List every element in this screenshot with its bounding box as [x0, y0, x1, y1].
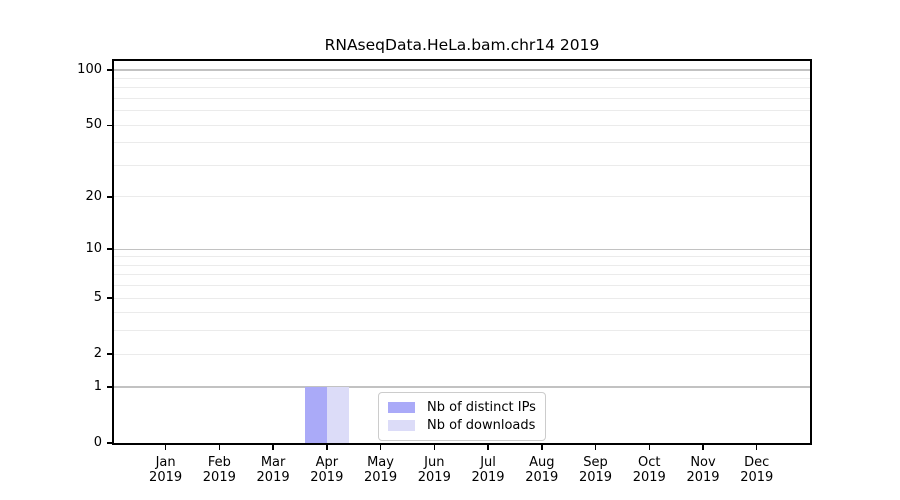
x-tick-month: Sep [583, 455, 608, 470]
x-tick-month: Mar [260, 455, 286, 470]
y-tick-label: 10 [85, 241, 102, 257]
x-tick-year: 2019 [202, 470, 236, 485]
y-tick-label: 5 [93, 290, 102, 306]
minor-gridline [114, 77, 810, 79]
minor-gridline [114, 196, 810, 198]
minor-gridline [114, 124, 810, 126]
x-tick-year: 2019 [417, 470, 451, 485]
y-tick-mark [107, 442, 112, 444]
x-tick-label: May 2019 [349, 455, 413, 485]
x-tick-label: Oct 2019 [617, 455, 681, 485]
y-tick-label: 0 [93, 435, 102, 450]
minor-gridline [114, 330, 810, 332]
y-tick-label: 100 [77, 62, 102, 78]
legend: Nb of distinct IPs Nb of downloads [378, 392, 546, 441]
major-gridline [114, 248, 810, 250]
legend-entry-downloads: Nb of downloads [388, 417, 536, 434]
x-tick-label: Sep 2019 [564, 455, 628, 485]
legend-label-distinct-ips: Nb of distinct IPs [427, 400, 536, 415]
minor-gridline [114, 353, 810, 355]
x-tick-mark [326, 445, 328, 450]
x-tick-label: Apr 2019 [295, 455, 359, 485]
y-tick-mark [107, 196, 112, 198]
minor-gridline [114, 285, 810, 287]
x-tick-month: Oct [638, 455, 661, 470]
bar-nb-of-downloads [326, 386, 349, 443]
legend-swatch-downloads-icon [388, 420, 415, 431]
y-tick-label: 1 [93, 378, 102, 394]
major-gridline [114, 69, 810, 71]
x-tick-month: Apr [315, 455, 339, 470]
y-tick-mark [107, 297, 112, 299]
minor-gridline [114, 98, 810, 100]
x-tick-month: Dec [744, 455, 770, 470]
x-tick-mark [433, 445, 436, 450]
x-tick-year: 2019 [256, 470, 290, 485]
x-tick-month: Jul [480, 455, 496, 470]
x-tick-mark [594, 445, 597, 450]
x-tick-mark [164, 445, 167, 450]
minor-gridline [114, 110, 810, 112]
x-tick-mark [755, 445, 758, 450]
y-tick-mark [107, 248, 112, 250]
legend-entry-distinct-ips: Nb of distinct IPs [388, 399, 536, 416]
x-tick-month: Jun [424, 455, 445, 470]
x-tick-year: 2019 [525, 470, 559, 485]
x-tick-label: Jan 2019 [134, 455, 198, 485]
x-tick-label: Nov 2019 [671, 455, 735, 485]
x-tick-year: 2019 [578, 470, 613, 485]
minor-gridline [114, 142, 810, 144]
x-tick-year: 2019 [471, 470, 505, 485]
y-tick-mark [107, 386, 112, 388]
x-tick-month: Feb [207, 455, 231, 470]
minor-gridline [114, 87, 810, 89]
legend-swatch-distinct-ips-icon [388, 402, 415, 413]
x-tick-year: 2019 [364, 470, 398, 485]
y-tick-mark [107, 69, 112, 71]
y-tick-label: 2 [93, 346, 102, 362]
x-tick-year: 2019 [632, 470, 666, 485]
x-tick-label: Jun 2019 [402, 455, 466, 485]
minor-gridline [114, 312, 810, 314]
x-tick-label: Mar 2019 [241, 455, 305, 485]
x-tick-label: Aug 2019 [510, 455, 574, 485]
x-tick-label: Dec 2019 [725, 455, 789, 485]
minor-gridline [114, 256, 810, 258]
x-tick-mark [272, 445, 274, 450]
minor-gridline [114, 165, 810, 166]
minor-gridline [114, 274, 810, 276]
y-tick-mark [107, 353, 112, 355]
x-tick-mark [218, 445, 221, 450]
x-tick-mark [379, 445, 382, 450]
x-tick-mark [648, 445, 650, 450]
x-tick-year: 2019 [740, 470, 774, 485]
y-tick-label: 20 [85, 188, 102, 204]
x-tick-year: 2019 [310, 470, 344, 485]
legend-label-downloads: Nb of downloads [427, 418, 536, 433]
x-tick-year: 2019 [149, 470, 183, 485]
x-tick-label: Feb 2019 [187, 455, 251, 485]
y-tick-label: 50 [85, 117, 102, 133]
x-tick-month: Nov [690, 455, 716, 470]
x-tick-month: Aug [529, 455, 555, 470]
major-gridline [114, 386, 810, 388]
bar-nb-of-distinct-ips [304, 386, 327, 443]
plot-area: 0 1 2 5 10 20 50 100 Jan 2019 Feb 2019 Mar 2019 Apr 20… [77, 59, 812, 485]
x-tick-mark [541, 445, 543, 450]
x-tick-mark [702, 445, 704, 450]
chart-title: RNAseqData.HeLa.bam.chr14 2019 [324, 36, 600, 54]
x-tick-month: May [367, 455, 394, 470]
minor-gridline [114, 264, 810, 266]
x-tick-year: 2019 [686, 470, 720, 485]
x-tick-mark [487, 445, 489, 450]
minor-gridline [114, 297, 810, 299]
y-tick-mark [107, 124, 112, 127]
x-tick-month: Jan [155, 455, 176, 470]
x-tick-label: Jul 2019 [456, 455, 520, 485]
